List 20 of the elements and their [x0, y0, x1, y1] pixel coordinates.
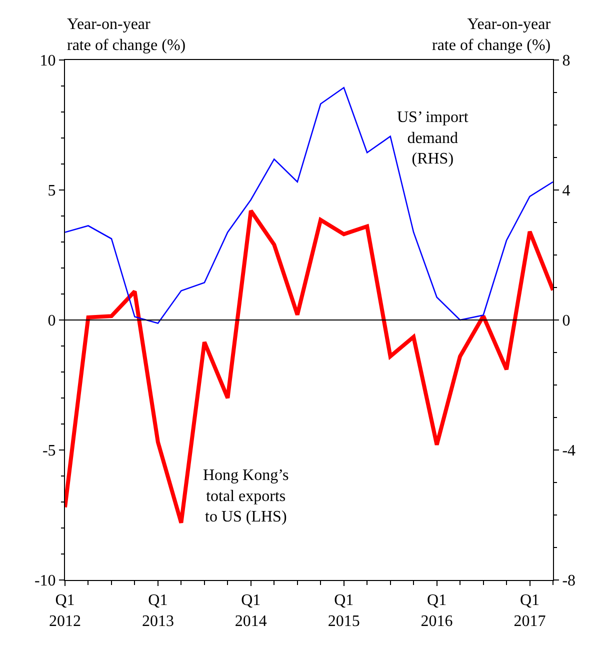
x-tick-label: Q1 2015 [328, 592, 360, 630]
y-tick-label: 10 [40, 52, 56, 70]
y2-tick-label: -8 [562, 572, 576, 590]
x-tick-label: Q1 2016 [420, 592, 453, 630]
x-tick-label: Q1 2017 [514, 592, 546, 630]
series-label: Hong Kong’s total exports to US (LHS) [203, 467, 289, 526]
y-tick-label: 0 [48, 312, 56, 330]
y2-axis-title: Year-on-year rate of change (%) [432, 16, 552, 54]
y2-tick-label: 0 [562, 312, 570, 330]
y-tick-label: -10 [34, 572, 56, 590]
y2-tick-label: 4 [562, 182, 570, 200]
series-label: US’ import demand (RHS) [397, 109, 469, 168]
y-axis-title: Year-on-year rate of change (%) [67, 16, 186, 54]
y-tick-label: -5 [42, 442, 56, 460]
x-tick-label: Q1 2013 [142, 592, 174, 630]
y-tick-label: 5 [48, 182, 56, 200]
y2-tick-label: 8 [562, 52, 570, 70]
y2-tick-label: -4 [562, 442, 576, 460]
x-tick-label: Q1 2012 [49, 592, 81, 630]
x-tick-label: Q1 2014 [234, 592, 267, 630]
